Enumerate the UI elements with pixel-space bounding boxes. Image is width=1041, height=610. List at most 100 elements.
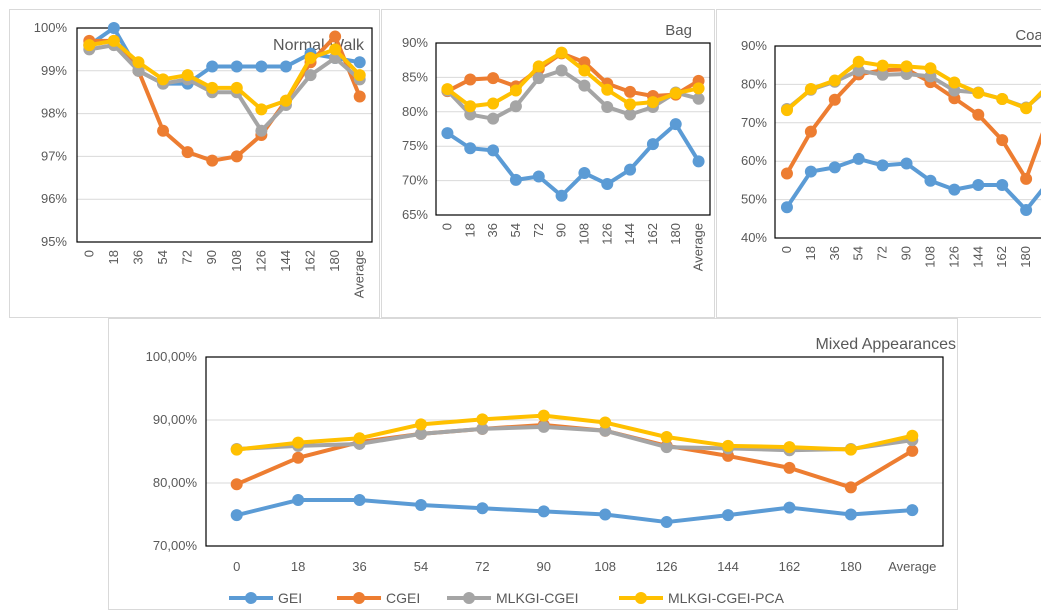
data-point — [353, 432, 366, 445]
x-tick-label: 18 — [462, 223, 477, 237]
data-point — [353, 494, 366, 507]
data-point — [292, 451, 305, 464]
x-tick-label: 144 — [278, 250, 293, 272]
data-point — [353, 56, 366, 69]
data-point — [780, 167, 793, 180]
data-point — [804, 165, 817, 178]
legend-marker-1 — [245, 592, 257, 604]
x-tick-label: Average — [352, 250, 367, 298]
y-tick-label: 96% — [41, 191, 67, 206]
data-point — [414, 418, 427, 431]
data-point — [230, 60, 243, 73]
data-point — [292, 494, 305, 507]
x-tick-label: 18 — [106, 250, 121, 264]
data-point — [972, 179, 985, 192]
data-point — [906, 504, 919, 517]
data-point — [783, 461, 796, 474]
data-point — [487, 112, 500, 125]
data-point — [279, 94, 292, 107]
data-point — [304, 51, 317, 64]
data-point — [876, 59, 889, 72]
data-point — [464, 73, 477, 86]
data-point — [157, 124, 170, 137]
data-point — [476, 422, 489, 435]
y-tick-label: 100% — [34, 20, 68, 35]
y-tick-label: 80% — [741, 76, 767, 91]
x-tick-label: 36 — [352, 559, 366, 574]
plot-area-frame — [205, 356, 944, 547]
data-point — [181, 69, 194, 82]
y-tick-label: 70% — [741, 115, 767, 130]
x-tick-label: 18 — [291, 559, 305, 574]
data-point — [414, 427, 427, 440]
legend-label-4: MLKGI-CGEI-PCA — [668, 590, 785, 606]
chart-svg-mixed-appearances: 70,00% 80,00% 90,00% 100,00% 0 18 36 54 72 90 108 1… — [146, 336, 956, 606]
y-tick-label: 99% — [41, 63, 67, 78]
data-point — [476, 502, 489, 515]
x-tick-label: 108 — [594, 559, 616, 574]
data-point — [669, 87, 682, 100]
x-tick-label: 180 — [668, 223, 683, 245]
data-point — [876, 159, 889, 172]
data-point — [646, 96, 659, 109]
data-point — [476, 413, 489, 426]
y-tick-label: 60% — [741, 153, 767, 168]
data-point — [783, 501, 796, 514]
x-tick-label: 0 — [439, 223, 454, 230]
data-point — [948, 76, 961, 89]
data-point — [555, 64, 568, 77]
x-tick-label: 72 — [531, 223, 546, 237]
y-tick-label: 100,00% — [146, 349, 198, 364]
y-tick-label: 65% — [402, 207, 428, 222]
chart-title-coat: Coat — [1015, 27, 1041, 44]
data-point — [353, 90, 366, 103]
x-tick-label: 126 — [599, 223, 614, 245]
x-tick-label: 0 — [233, 559, 240, 574]
data-point — [230, 150, 243, 163]
data-point — [996, 179, 1009, 192]
series-line-2 — [235, 423, 914, 490]
data-point — [624, 108, 637, 121]
legend-marker-3 — [463, 592, 475, 604]
x-tick-label: 36 — [827, 246, 842, 260]
data-point — [181, 146, 194, 159]
data-point — [852, 152, 865, 165]
legend-label-3: MLKGI-CGEI — [496, 590, 578, 606]
data-point — [722, 509, 735, 522]
data-point — [1020, 102, 1033, 115]
data-point — [844, 508, 857, 521]
data-point — [948, 183, 961, 196]
data-point — [329, 30, 342, 43]
chart-svg-coat: 40% 50% 60% 70% 80% 90% 0 18 36 54 72 90 108 126 144 16… — [741, 27, 1041, 268]
y-tick-label: 40% — [741, 230, 767, 245]
x-tick-label: 90 — [204, 250, 219, 264]
x-tick-label: 54 — [851, 246, 866, 260]
data-point — [441, 83, 454, 96]
data-point — [414, 499, 427, 512]
x-tick-label: 126 — [656, 559, 678, 574]
data-point — [279, 60, 292, 73]
data-point — [601, 83, 614, 96]
data-point — [509, 84, 522, 97]
data-point — [537, 505, 550, 518]
data-point — [464, 142, 477, 155]
data-point — [804, 83, 817, 96]
data-point — [230, 478, 243, 491]
data-point — [783, 441, 796, 454]
data-point — [107, 22, 120, 34]
data-point — [304, 69, 317, 82]
x-tick-label: 72 — [475, 559, 489, 574]
data-point — [852, 55, 865, 68]
x-tick-label: 126 — [253, 250, 268, 272]
data-point — [157, 73, 170, 86]
x-tick-label: 162 — [994, 246, 1009, 268]
data-point — [487, 72, 500, 85]
x-tick-label: Average — [691, 223, 706, 271]
chart-panel-mixed-appearances: 70,00% 80,00% 90,00% 100,00% 0 18 36 54 72 90 108 1… — [108, 318, 958, 610]
data-point — [555, 46, 568, 59]
data-point — [599, 508, 612, 521]
legend-marker-2 — [353, 592, 365, 604]
data-point — [828, 74, 841, 87]
data-point — [255, 60, 268, 73]
y-tick-label: 80% — [402, 104, 428, 119]
